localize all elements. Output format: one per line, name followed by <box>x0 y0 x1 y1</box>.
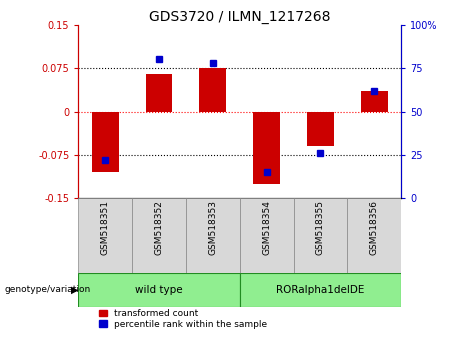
Title: GDS3720 / ILMN_1217268: GDS3720 / ILMN_1217268 <box>149 10 331 24</box>
Bar <box>92 112 118 172</box>
Text: ▶: ▶ <box>71 285 79 295</box>
Text: genotype/variation: genotype/variation <box>5 285 91 294</box>
Legend: transformed count, percentile rank within the sample: transformed count, percentile rank withi… <box>99 309 267 329</box>
Bar <box>78 273 240 307</box>
Text: wild type: wild type <box>135 285 183 295</box>
Text: GSM518351: GSM518351 <box>101 200 110 256</box>
Bar <box>240 198 294 273</box>
Text: GSM518352: GSM518352 <box>154 200 164 255</box>
Bar <box>361 91 388 112</box>
Bar <box>294 198 347 273</box>
Bar <box>199 68 226 112</box>
Text: GSM518354: GSM518354 <box>262 200 271 255</box>
Bar <box>146 74 172 112</box>
Text: GSM518355: GSM518355 <box>316 200 325 256</box>
Text: GSM518353: GSM518353 <box>208 200 217 256</box>
Bar <box>186 198 240 273</box>
Text: RORalpha1delDE: RORalpha1delDE <box>276 285 365 295</box>
Bar <box>132 198 186 273</box>
Bar <box>78 198 132 273</box>
Bar <box>253 112 280 184</box>
Bar <box>240 273 401 307</box>
Bar <box>347 198 401 273</box>
Bar <box>307 112 334 146</box>
Text: GSM518356: GSM518356 <box>370 200 378 256</box>
